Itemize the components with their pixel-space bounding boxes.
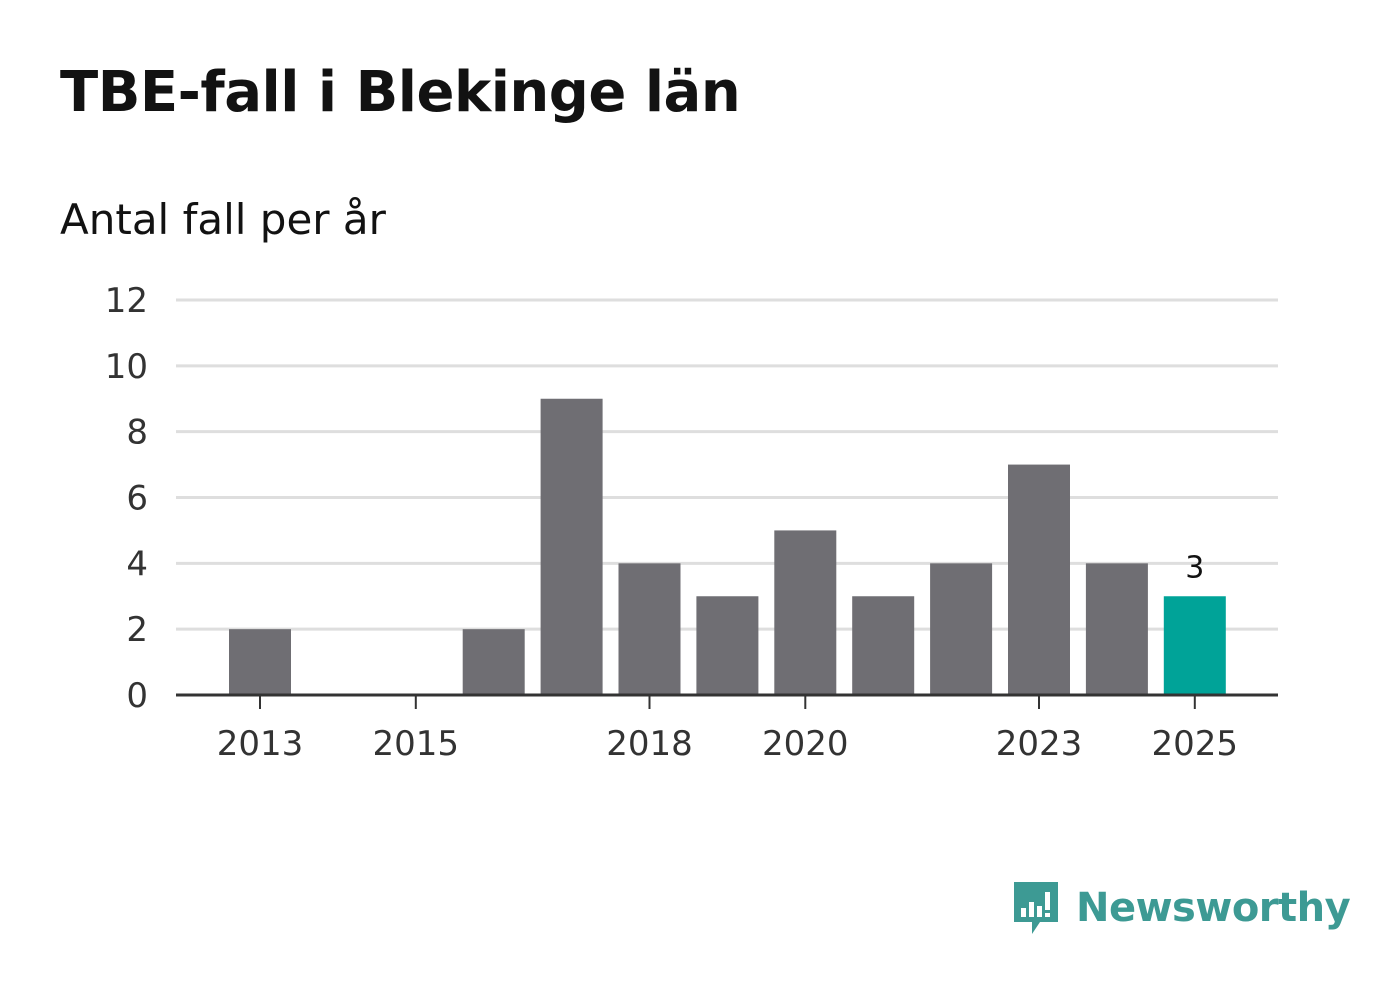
x-tick-label: 2023 [996, 724, 1083, 764]
x-axis: 2013 2015 2018 2020 2023 2025 [176, 693, 1278, 764]
chart-title: TBE-fall i Blekinge län [60, 60, 741, 125]
bars [229, 398, 1226, 695]
x-tick-label: 2020 [762, 724, 849, 764]
brand-logo: Newsworthy [1010, 878, 1351, 938]
brand-name: Newsworthy [1076, 885, 1351, 931]
x-tick-label: 2025 [1152, 724, 1239, 764]
bar-2018 [618, 563, 681, 695]
x-tick-label: 2013 [217, 724, 304, 764]
bar-2013 [229, 629, 291, 695]
chart-subtitle: Antal fall per år [60, 195, 386, 244]
y-tick-label: 4 [126, 544, 148, 584]
bar-2017 [540, 398, 603, 695]
y-tick-label: 6 [126, 479, 148, 519]
y-tick-label: 12 [105, 281, 148, 321]
x-tick-label: 2015 [373, 724, 460, 764]
bar-2025 [1163, 596, 1226, 695]
y-tick-label: 10 [105, 347, 148, 387]
x-tick-label: 2018 [606, 724, 693, 764]
bar-2020 [774, 530, 837, 695]
bar-2023 [1008, 464, 1070, 695]
y-tick-label: 2 [126, 610, 148, 650]
bar-2016 [462, 629, 525, 695]
data-labels: 3 [1185, 550, 1204, 585]
bar-2022 [930, 563, 993, 695]
bar-2021 [852, 596, 915, 695]
y-tick-label: 0 [126, 676, 148, 716]
bar-2019 [696, 596, 759, 695]
newsworthy-logo-icon [1014, 882, 1058, 934]
bar-2024 [1085, 563, 1148, 695]
y-tick-label: 8 [126, 413, 148, 453]
data-label-2025: 3 [1185, 550, 1204, 585]
y-axis: 0 2 4 6 8 10 12 [105, 281, 148, 716]
